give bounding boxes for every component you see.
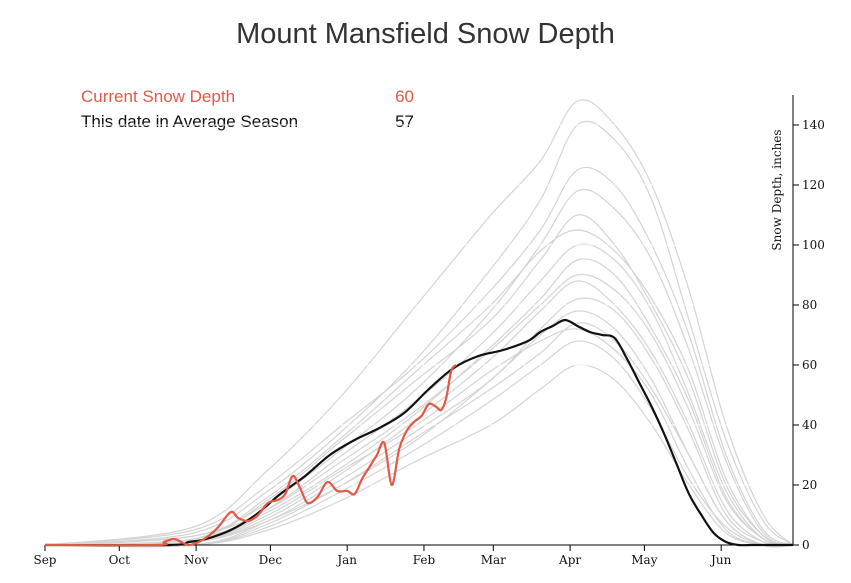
y-tick-label: 0 [802, 538, 810, 552]
x-tick-label: Apr [558, 553, 581, 567]
current-season-line [44, 364, 458, 547]
current-depth-label: Current Snow Depth [81, 87, 236, 106]
main-series [44, 318, 793, 547]
history-season-line [44, 243, 794, 546]
x-tick-label: Dec [259, 553, 283, 567]
chart-title: Mount Mansfield Snow Depth [236, 18, 615, 50]
x-tick-label: Mar [481, 553, 506, 567]
history-season-line [44, 273, 794, 546]
history-season-line [44, 166, 794, 546]
history-season-line [44, 188, 794, 546]
x-tick-label: Sep [33, 553, 56, 567]
x-tick-label: Oct [109, 553, 131, 567]
history-season-line [44, 99, 794, 546]
average-depth-value: 57 [395, 112, 414, 131]
x-tick-label: Jun [709, 553, 732, 567]
x-axis: Sep Oct Nov Dec Jan Feb Mar Apr May Jun [33, 544, 793, 567]
y-axis: 0 20 40 60 80 100 120 140 [792, 95, 825, 552]
y-tick-label: 60 [802, 358, 817, 372]
y-tick-label: 80 [802, 298, 817, 312]
y-tick-label: 100 [802, 238, 825, 252]
y-tick-label: 140 [802, 118, 825, 132]
average-depth-label: This date in Average Season [81, 112, 299, 131]
current-depth-value: 60 [395, 87, 414, 106]
x-tick-label: Feb [413, 553, 436, 567]
gridlines [45, 124, 793, 486]
history-season-line [44, 297, 794, 548]
history-season-line [44, 120, 794, 546]
y-tick-label: 20 [802, 478, 817, 492]
history-season-line [44, 258, 794, 546]
history-season-line [44, 229, 794, 546]
y-tick-label: 40 [802, 418, 817, 432]
history-season-line [44, 340, 794, 547]
historical-seasons [44, 99, 794, 548]
x-tick-label: Nov [184, 553, 209, 567]
y-tick-label: 120 [802, 178, 825, 192]
history-season-line [44, 280, 794, 547]
history-season-line [44, 214, 794, 546]
history-season-line [44, 322, 794, 548]
y-axis-title: Snow Depth, inches [770, 129, 784, 250]
x-tick-label: May [631, 553, 657, 567]
x-tick-label: Jan [335, 553, 357, 567]
history-season-line [44, 364, 794, 547]
